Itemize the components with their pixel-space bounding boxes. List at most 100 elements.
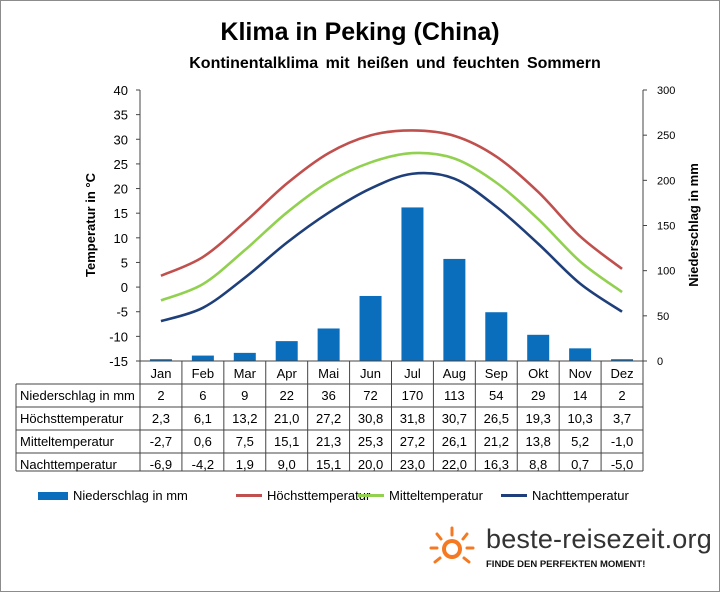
table-row-header: Mitteltemperatur [20,434,115,449]
table-cell: 14 [573,388,587,403]
legend-swatch-line [501,494,527,498]
table-cell: 3,7 [613,411,631,426]
table-cell: 25,3 [358,434,383,449]
table-cell: 13,2 [232,411,257,426]
right-tick-label: 200 [657,175,675,187]
left-tick-label: -5 [116,305,128,320]
y-axis-left-label: Temperatur in °C [83,172,98,277]
bar-mai [317,328,340,361]
right-tick-label: 0 [657,356,663,368]
legend-item-mittel: Mitteltemperatur [358,487,483,503]
table-cell: 6,1 [194,411,212,426]
table-cell: 54 [489,388,503,403]
month-label-aug: Aug [443,366,466,381]
table-cell: 30,7 [442,411,467,426]
table-cell: -4,2 [192,457,214,472]
line-mitteltemperatur [160,151,623,302]
bar-dez [611,359,634,361]
table-cell: 22,0 [442,457,467,472]
month-label-okt: Okt [528,366,549,381]
legend-label: Nachttemperatur [532,488,629,504]
bar-okt [527,334,550,361]
left-axis-ticks: 40 35 30 25 20 15 10 5 0 -5 -10 -15 [109,83,140,369]
table-cell: 26,1 [442,434,467,449]
table-cell: 2,3 [152,411,170,426]
table-cell: 2 [157,388,164,403]
left-tick-label: 5 [121,255,128,270]
logo-name: beste-reisezeit.org [486,524,712,554]
month-label-sep: Sep [485,366,508,381]
left-tick-label: 35 [114,108,128,123]
legend-swatch-bar [38,491,68,500]
right-tick-label: 250 [657,130,675,142]
month-label-nov: Nov [569,366,593,381]
sun-icon [429,526,475,564]
legend-item-niederschlag: Niederschlag in mm [38,487,188,503]
month-label-feb: Feb [192,366,214,381]
table-cell: 15,1 [274,434,299,449]
table-row-header: Niederschlag in mm [20,388,135,403]
table-cell: 27,2 [316,411,341,426]
bar-mar [233,352,256,361]
table-cell: 27,2 [400,434,425,449]
left-tick-label: 30 [114,132,128,147]
chart-title: Klima in Peking (China) [220,18,500,46]
left-tick-label: -10 [109,329,128,344]
table-cell: 20,0 [358,457,383,472]
table-cell: 7,5 [236,434,254,449]
table-cell: 6 [199,388,206,403]
logo-tagline: FINDE DEN PERFEKTEN MOMENT! [486,559,646,570]
month-label-mai: Mai [318,366,339,381]
precipitation-bars [149,207,634,361]
legend-swatch-line [358,494,384,498]
right-axis-ticks: 300 250 200 150 100 50 0 [643,85,675,368]
bar-sep [485,312,508,361]
table-cell: 21,0 [274,411,299,426]
month-label-dez: Dez [610,366,633,381]
table-cell: 1,9 [236,457,254,472]
bar-apr [275,341,298,361]
table-cell: 0,7 [571,457,589,472]
left-tick-label: -15 [109,354,128,369]
legend-label: Höchsttemperatur [267,488,371,504]
table-cell: 170 [402,388,424,403]
legend-swatch-line [236,494,262,498]
table-cell: 21,2 [484,434,509,449]
axes [139,90,644,361]
table-cell: -1,0 [611,434,633,449]
month-label-mar: Mar [234,366,257,381]
left-tick-label: 10 [114,231,128,246]
table-cell: 10,3 [567,411,592,426]
line-nachttemperatur [160,171,623,323]
table-cell: 16,3 [484,457,509,472]
table-cell: -6,9 [150,457,172,472]
table-cell: 9 [241,388,248,403]
bar-jan [149,359,172,361]
table-cell: 29 [531,388,545,403]
legend-item-nacht: Nachttemperatur [501,487,629,503]
month-label-jul: Jul [404,366,421,381]
data-table: Jan Feb Mar Apr Mai Jun Jul Aug Sep Okt Nov Dez Nied… [15,360,644,472]
chart-subtitle: Kontinentalklima mit heißen und feuchten… [189,55,601,72]
table-cell: 15,1 [316,457,341,472]
month-label-apr: Apr [277,366,298,381]
logo: beste-reisezeit.org FINDE DEN PERFEKTEN … [428,522,713,582]
table-cell: 113 [444,388,465,403]
table-cell: 19,3 [526,411,551,426]
table-row-header: Nachttemperatur [20,457,117,472]
table-cell: 22 [279,388,293,403]
month-label-jan: Jan [150,366,171,381]
table-cell: 0,6 [194,434,212,449]
table-cell: 26,5 [484,411,509,426]
legend-item-hoechst: Höchsttemperatur [236,487,370,503]
left-tick-label: 15 [114,206,128,221]
bar-jul [401,207,424,361]
bar-aug [443,258,466,361]
table-cell: 21,3 [316,434,341,449]
month-label-jun: Jun [360,366,381,381]
table-cell: 30,8 [358,411,383,426]
table-cell: 2 [618,388,625,403]
legend-label: Niederschlag in mm [73,488,188,504]
table-cell: 13,8 [526,434,551,449]
table-cell: 31,8 [400,411,425,426]
